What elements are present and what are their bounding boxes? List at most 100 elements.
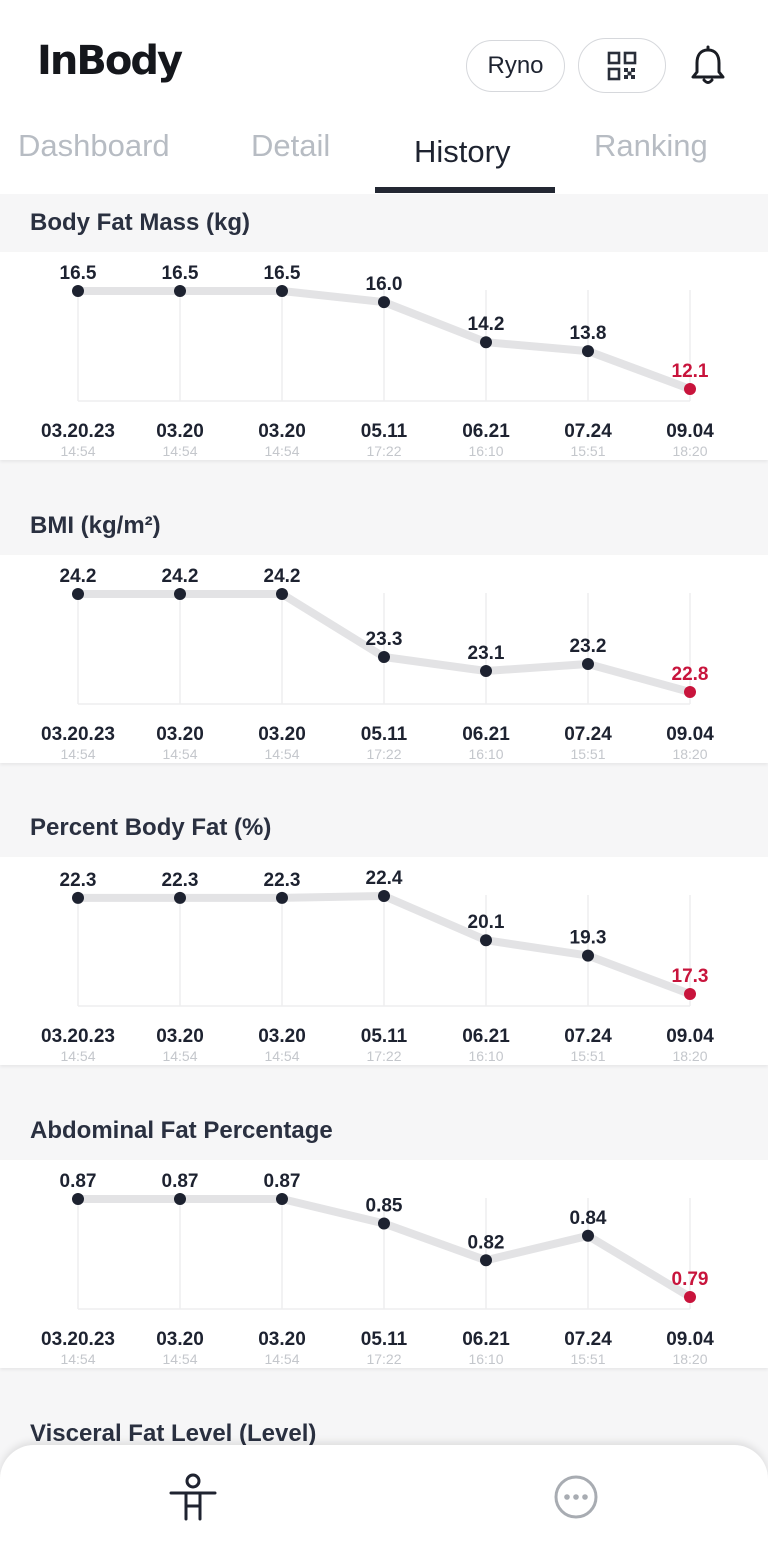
section-title-percent-body-fat: Percent Body Fat (%) <box>0 799 768 857</box>
data-label: 0.84 <box>570 1208 607 1229</box>
x-tick-date: 06.21 <box>462 421 510 442</box>
body-figure-icon <box>169 1473 217 1521</box>
data-label: 16.5 <box>60 263 97 284</box>
data-point[interactable] <box>480 934 492 947</box>
data-label: 0.87 <box>264 1171 301 1192</box>
data-point[interactable] <box>378 651 390 663</box>
x-tick-time: 14:54 <box>60 1351 95 1367</box>
data-point[interactable] <box>174 285 186 297</box>
data-point[interactable] <box>684 1291 696 1303</box>
x-tick-time: 17:22 <box>366 443 401 459</box>
data-point[interactable] <box>684 383 696 395</box>
x-tick-time: 16:10 <box>468 746 503 762</box>
section-title-abdominal-fat: Abdominal Fat Percentage <box>0 1102 768 1160</box>
chart-abdominal-fat: 0.87 0.87 0.87 0.85 0.82 0.84 0.79 03.20.23 14:5… <box>0 1160 768 1368</box>
x-tick-time: 18:20 <box>672 443 707 459</box>
data-point[interactable] <box>582 1229 594 1242</box>
tab-ranking[interactable]: Ranking <box>594 128 708 163</box>
data-label: 17.3 <box>672 966 709 987</box>
data-point[interactable] <box>378 1217 390 1230</box>
data-label: 23.3 <box>366 629 403 650</box>
data-label: 12.1 <box>672 361 709 382</box>
data-point[interactable] <box>174 1193 186 1205</box>
data-label: 22.3 <box>60 870 97 891</box>
x-tick-date: 09.04 <box>666 1329 714 1350</box>
x-tick-date: 09.04 <box>666 1026 714 1047</box>
data-label: 0.87 <box>162 1171 199 1192</box>
data-point[interactable] <box>582 658 594 670</box>
data-label: 19.3 <box>570 928 607 949</box>
data-label: 23.2 <box>570 636 607 657</box>
x-tick-time: 18:20 <box>672 1048 707 1064</box>
data-label: 16.5 <box>162 263 199 284</box>
data-label: 14.2 <box>468 314 505 335</box>
x-tick-date: 07.24 <box>564 421 612 442</box>
data-point[interactable] <box>276 891 288 904</box>
x-tick-time: 15:51 <box>570 1351 605 1367</box>
data-point[interactable] <box>72 588 84 600</box>
x-tick-time: 14:54 <box>60 1048 95 1064</box>
nav-body-button[interactable] <box>165 1472 221 1522</box>
x-tick-time: 18:20 <box>672 746 707 762</box>
x-tick-date: 03.20 <box>156 724 204 745</box>
data-point[interactable] <box>276 1193 288 1205</box>
x-tick-time: 17:22 <box>366 746 401 762</box>
chart-bmi: 24.2 24.2 24.2 23.3 23.1 23.2 22.8 03.20.23 14:5… <box>0 555 768 763</box>
data-point[interactable] <box>174 588 186 600</box>
data-label: 16.5 <box>264 263 301 284</box>
x-tick-time: 14:54 <box>60 443 95 459</box>
data-point[interactable] <box>480 336 492 349</box>
tab-history[interactable]: History <box>414 134 511 169</box>
bottom-navigation <box>0 1445 768 1554</box>
chart-percent-body-fat: 22.3 22.3 22.3 22.4 20.1 19.3 17.3 03.20.23 14:5… <box>0 857 768 1065</box>
data-point[interactable] <box>276 588 288 600</box>
more-icon <box>554 1475 598 1519</box>
notifications-button[interactable] <box>686 44 730 88</box>
x-tick-time: 15:51 <box>570 746 605 762</box>
inbody-logo: InBody <box>37 38 183 84</box>
x-tick-time: 16:10 <box>468 443 503 459</box>
x-tick-time: 16:10 <box>468 1351 503 1367</box>
x-tick-date: 03.20 <box>156 1329 204 1350</box>
qr-code-button[interactable] <box>578 38 666 93</box>
active-tab-indicator <box>375 187 555 193</box>
x-tick-time: 14:54 <box>264 1048 299 1064</box>
data-point[interactable] <box>378 890 390 902</box>
x-tick-date: 07.24 <box>564 1329 612 1350</box>
data-point[interactable] <box>72 1193 84 1205</box>
data-point[interactable] <box>480 665 492 677</box>
data-point[interactable] <box>684 988 696 1000</box>
tab-detail[interactable]: Detail <box>251 128 331 163</box>
data-point[interactable] <box>72 891 84 904</box>
x-tick-time: 17:22 <box>366 1351 401 1367</box>
x-tick-date: 05.11 <box>361 421 408 442</box>
data-label: 22.3 <box>162 870 199 891</box>
user-profile-button[interactable]: Ryno <box>466 40 565 92</box>
x-tick-date: 09.04 <box>666 421 714 442</box>
data-point[interactable] <box>174 891 186 904</box>
tab-dashboard[interactable]: Dashboard <box>18 128 170 163</box>
data-point[interactable] <box>582 345 594 358</box>
data-point[interactable] <box>72 285 84 297</box>
x-tick-time: 14:54 <box>162 746 197 762</box>
x-tick-time: 15:51 <box>570 1048 605 1064</box>
data-point[interactable] <box>684 686 696 698</box>
x-tick-time: 18:20 <box>672 1351 707 1367</box>
data-point[interactable] <box>378 296 390 309</box>
x-tick-time: 14:54 <box>264 746 299 762</box>
x-tick-date: 05.11 <box>361 1329 408 1350</box>
x-tick-time: 14:54 <box>60 746 95 762</box>
x-tick-time: 14:54 <box>162 443 197 459</box>
data-point[interactable] <box>480 1254 492 1267</box>
nav-more-button[interactable] <box>553 1474 599 1520</box>
data-point[interactable] <box>276 285 288 297</box>
tab-bar: Dashboard Detail History Ranking <box>0 110 768 195</box>
data-point[interactable] <box>582 949 594 962</box>
qr-code-icon <box>607 51 637 80</box>
x-tick-time: 16:10 <box>468 1048 503 1064</box>
data-label: 0.82 <box>468 1232 505 1253</box>
data-label: 16.0 <box>366 274 403 295</box>
data-label: 0.87 <box>60 1171 97 1192</box>
data-label: 22.3 <box>264 870 301 891</box>
data-label: 13.8 <box>570 323 607 344</box>
